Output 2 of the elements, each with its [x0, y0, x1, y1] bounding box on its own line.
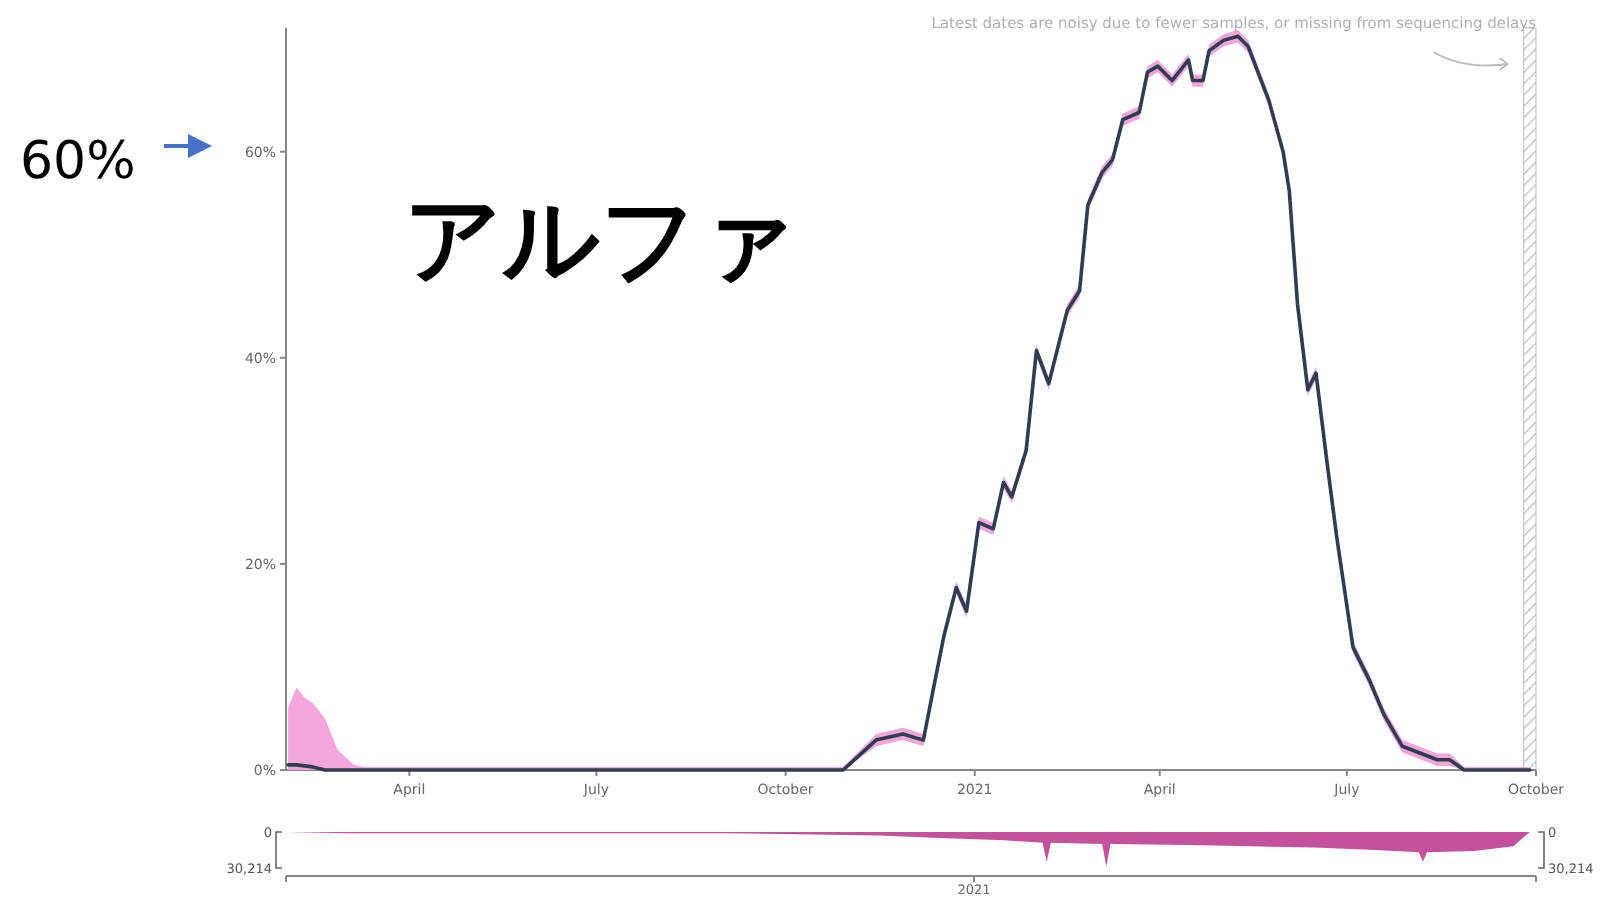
text: アルファ: [404, 184, 796, 296]
text: 60%: [20, 132, 136, 192]
